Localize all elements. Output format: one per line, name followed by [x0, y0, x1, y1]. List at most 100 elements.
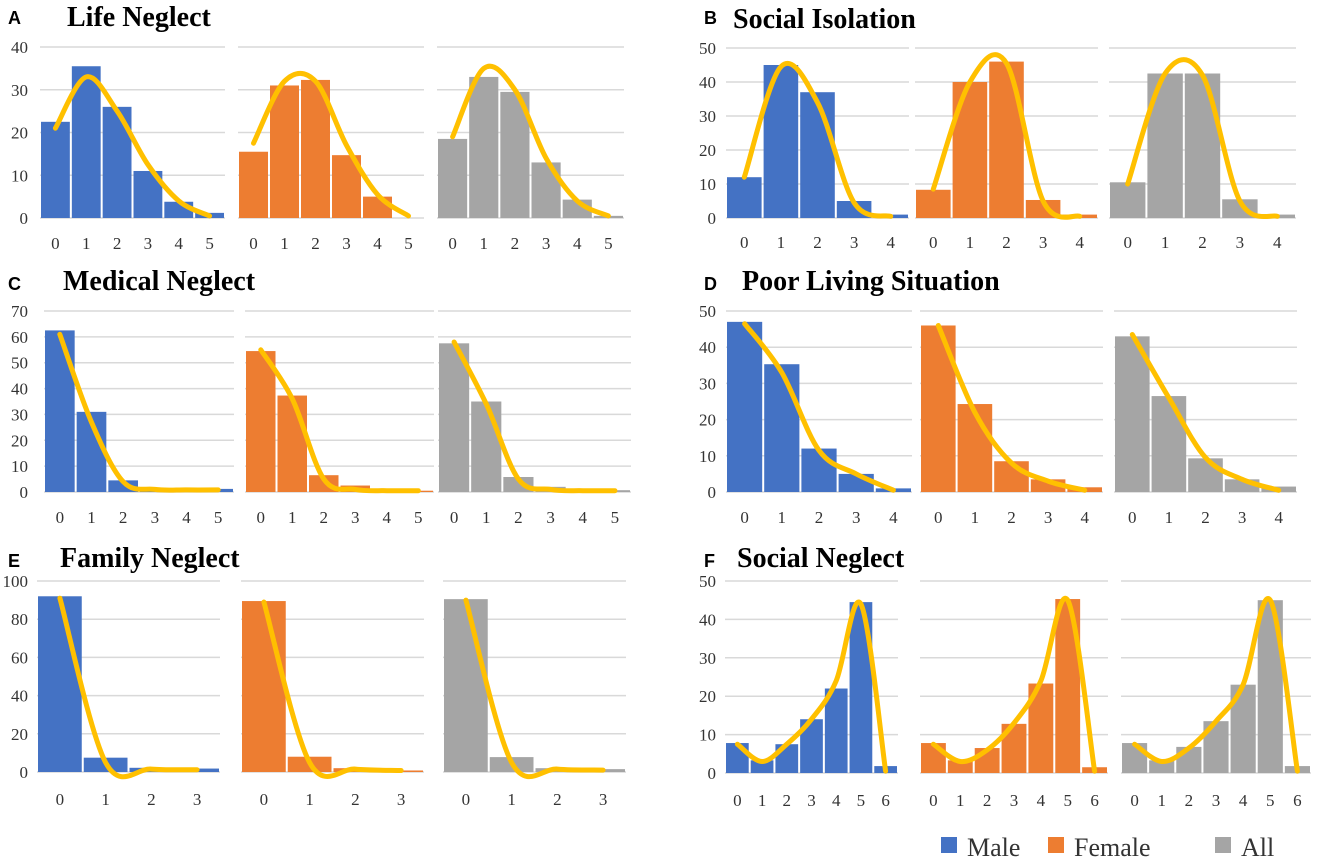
trend-curve-male — [742, 321, 896, 493]
x-tick-label: 2 — [311, 234, 320, 253]
subchart-all: 0 1 2 3 4 5 — [438, 310, 631, 527]
bar-female-0 — [239, 151, 268, 218]
x-tick-label: 5 — [1063, 791, 1072, 810]
x-tick-label: 5 — [214, 508, 223, 527]
x-tick-label: 1 — [956, 791, 965, 810]
x-tick-label: 0 — [260, 790, 269, 809]
x-tick-label: 2 — [351, 790, 360, 809]
legend-label-all: All — [1241, 833, 1274, 862]
bar-male-2 — [800, 92, 835, 218]
x-tick-label: 4 — [1273, 233, 1282, 252]
bar-male-1 — [750, 760, 774, 773]
trend-curve-male — [741, 61, 894, 219]
subchart-male: 0 1 2 3 4 5 — [40, 46, 225, 253]
y-tick-label: 30 — [699, 649, 716, 668]
x-tick-label: 4 — [373, 234, 382, 253]
x-tick-label: 2 — [983, 791, 992, 810]
x-tick-label: 0 — [740, 508, 749, 527]
legend-item-male: Male — [941, 833, 1020, 862]
subchart-female: 0 1 2 3 4 5 — [245, 310, 434, 527]
x-tick-label: 5 — [404, 234, 413, 253]
x-tick-label: 4 — [579, 508, 588, 527]
x-tick-label: 4 — [1080, 508, 1089, 527]
x-tick-label: 6 — [881, 791, 890, 810]
x-tick-label: 0 — [934, 508, 943, 527]
legend-item-female: Female — [1048, 833, 1151, 862]
bar-all-0 — [1110, 182, 1146, 218]
x-tick-label: 2 — [113, 234, 122, 253]
legend: Male Female All — [941, 833, 1274, 862]
y-tick-label: 10 — [699, 726, 716, 745]
trend-curve-female — [251, 70, 411, 219]
x-tick-label: 0 — [929, 791, 938, 810]
bar-female-0 — [242, 601, 286, 772]
x-tick-label: 0 — [450, 508, 459, 527]
legend-label-male: Male — [967, 833, 1020, 862]
subchart-all: 0 1 2 3 4 — [1114, 310, 1297, 527]
bar-all-2 — [1184, 73, 1221, 218]
x-tick-label: 2 — [514, 508, 523, 527]
y-tick-label: 40 — [699, 610, 716, 629]
y-tick-label: 0 — [708, 483, 717, 502]
x-tick-label: 4 — [182, 508, 191, 527]
x-tick-label: 4 — [886, 233, 895, 252]
x-tick-label: 3 — [852, 508, 861, 527]
y-tick-label: 20 — [699, 687, 716, 706]
bar-female-2 — [989, 61, 1024, 218]
trend-curve-all — [463, 597, 606, 779]
x-tick-label: 2 — [1201, 508, 1210, 527]
x-tick-label: 1 — [288, 508, 297, 527]
trend-curve-all — [1129, 332, 1282, 493]
x-tick-label: 2 — [119, 508, 128, 527]
x-tick-label: 1 — [101, 790, 110, 809]
bar-male-2 — [801, 448, 837, 492]
y-tick-label: 30 — [699, 107, 716, 126]
x-tick-label: 5 — [205, 234, 214, 253]
bar-all-0 — [439, 343, 470, 492]
subchart-all: 0 1 2 3 — [443, 580, 626, 809]
y-tick-label: 0 — [20, 483, 29, 502]
bar-female-1 — [277, 395, 307, 492]
trend-curve-all — [1132, 595, 1300, 774]
x-tick-label: 5 — [414, 508, 423, 527]
x-tick-label: 3 — [1039, 233, 1048, 252]
bar-female-1 — [270, 85, 299, 218]
panel-letter: B — [704, 8, 717, 28]
x-tick-label: 4 — [1075, 233, 1084, 252]
x-tick-label: 3 — [397, 790, 406, 809]
x-tick-label: 4 — [1239, 791, 1248, 810]
y-tick-label: 100 — [3, 572, 29, 591]
x-tick-label: 4 — [1274, 508, 1283, 527]
panel-letter: E — [8, 551, 20, 571]
bar-male-0 — [38, 596, 82, 772]
x-tick-label: 0 — [733, 791, 742, 810]
trend-curve-female — [258, 347, 421, 494]
y-tick-label: 60 — [11, 648, 28, 667]
x-tick-label: 3 — [599, 790, 608, 809]
bar-male-0 — [727, 177, 762, 218]
bar-female-1 — [957, 404, 993, 492]
bar-all-1 — [1149, 760, 1175, 773]
x-tick-label: 1 — [482, 508, 491, 527]
x-tick-label: 4 — [1037, 791, 1046, 810]
x-tick-label: 3 — [542, 234, 551, 253]
trend-curve-male — [57, 595, 200, 780]
x-tick-label: 3 — [1238, 508, 1247, 527]
x-tick-label: 4 — [832, 791, 841, 810]
x-tick-label: 3 — [193, 790, 202, 809]
x-tick-label: 2 — [320, 508, 329, 527]
x-tick-label: 0 — [462, 790, 471, 809]
y-tick-label: 40 — [11, 38, 28, 57]
x-tick-label: 2 — [1007, 508, 1016, 527]
subchart-all: 0 1 2 3 4 5 — [437, 46, 624, 253]
x-tick-label: 1 — [480, 234, 489, 253]
bar-male-5 — [849, 602, 873, 773]
y-tick-label: 20 — [699, 141, 716, 160]
y-tick-label: 30 — [11, 81, 28, 100]
y-tick-label: 20 — [11, 124, 28, 143]
x-tick-label: 2 — [1198, 233, 1207, 252]
bar-female-0 — [246, 351, 276, 492]
y-tick-label: 30 — [11, 405, 28, 424]
